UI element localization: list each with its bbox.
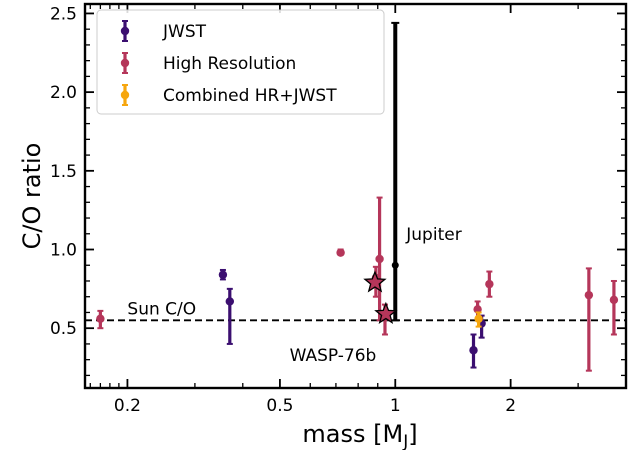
series-0-point-2-marker (469, 346, 478, 355)
y-axis-title: C/O ratio (18, 143, 46, 250)
plot-marks: Sun C/O Jupiter WASP-76b (85, 21, 626, 372)
legend-item-2-label: Combined HR+JWST (163, 86, 337, 106)
y-tick-label-2: 1.5 (50, 162, 77, 182)
series-1 (96, 196, 619, 372)
legend-item-2-marker (120, 90, 130, 100)
series-1-point-5-marker (473, 305, 482, 314)
series-0 (218, 268, 486, 369)
legend-item-2: Combined HR+JWST (120, 84, 337, 106)
series-1-point-0-marker (96, 314, 105, 323)
series-0-point-1-marker (225, 297, 235, 306)
series-0-point-2 (469, 333, 478, 369)
series-2-point-0 (474, 311, 483, 328)
legend-item-1-marker (120, 58, 130, 68)
x-axis-title-main: mass [M (302, 420, 403, 448)
series-1-point-1-marker (336, 248, 345, 257)
series-0-point-0 (218, 268, 228, 281)
series-1-point-7-marker (584, 290, 594, 300)
x-axis-title-sub: J (402, 432, 408, 450)
x-axis-title: mass [MJ] (302, 420, 417, 450)
y-tick-labels: 0.5 1.0 1.5 2.0 2.5 (50, 4, 77, 339)
series-1-point-1 (336, 248, 345, 257)
y-tick-label-1: 1.0 (50, 241, 77, 261)
series-1-point-7 (584, 267, 594, 372)
series-1-point-3 (375, 196, 384, 322)
legend-items: JWST High Resolution Combined HR+JWST (120, 20, 337, 106)
series-1-point-8-marker (609, 295, 619, 305)
legend-item-1-label: High Resolution (163, 54, 296, 74)
jupiter-label: Jupiter (405, 225, 461, 245)
x-tick-label-2: 1 (390, 396, 401, 416)
legend-item-0-marker (120, 26, 130, 36)
y-tick-label-3: 2.0 (50, 83, 77, 103)
x-axis-title-end: ] (408, 420, 417, 448)
x-tick-labels: 0.2 0.5 1 2 (114, 396, 516, 416)
plot-frame (83, 2, 628, 390)
star-marker-1 (374, 301, 398, 324)
legend-box (96, 9, 385, 115)
jupiter-point (391, 261, 399, 269)
y-tick-label-4: 2.5 (50, 4, 77, 24)
series-2-point-0-marker (474, 314, 483, 323)
series-1-point-6 (485, 270, 494, 298)
series-1-point-3-marker (375, 254, 384, 264)
legend: JWST High Resolution Combined HR+JWST (96, 9, 385, 115)
y-tick-label-0: 0.5 (50, 319, 77, 339)
star-marker-0 (363, 270, 387, 293)
sun-co-label: Sun C/O (127, 299, 196, 319)
series-0-point-1 (225, 287, 235, 345)
series-1-point-6-marker (485, 279, 494, 289)
legend-item-0-label: JWST (162, 22, 207, 42)
legend-item-1: High Resolution (120, 52, 296, 74)
annotation-wasp-76b: WASP-76b (290, 346, 377, 366)
x-tick-label-0: 0.2 (114, 396, 141, 416)
legend-item-0: JWST (120, 20, 207, 42)
series-0-point-0-marker (218, 270, 228, 279)
series-1-point-0 (96, 309, 105, 330)
x-tick-label-1: 0.5 (266, 396, 293, 416)
series-2 (474, 311, 483, 328)
x-tick-label-3: 2 (505, 396, 516, 416)
series-1-point-8 (609, 279, 619, 336)
